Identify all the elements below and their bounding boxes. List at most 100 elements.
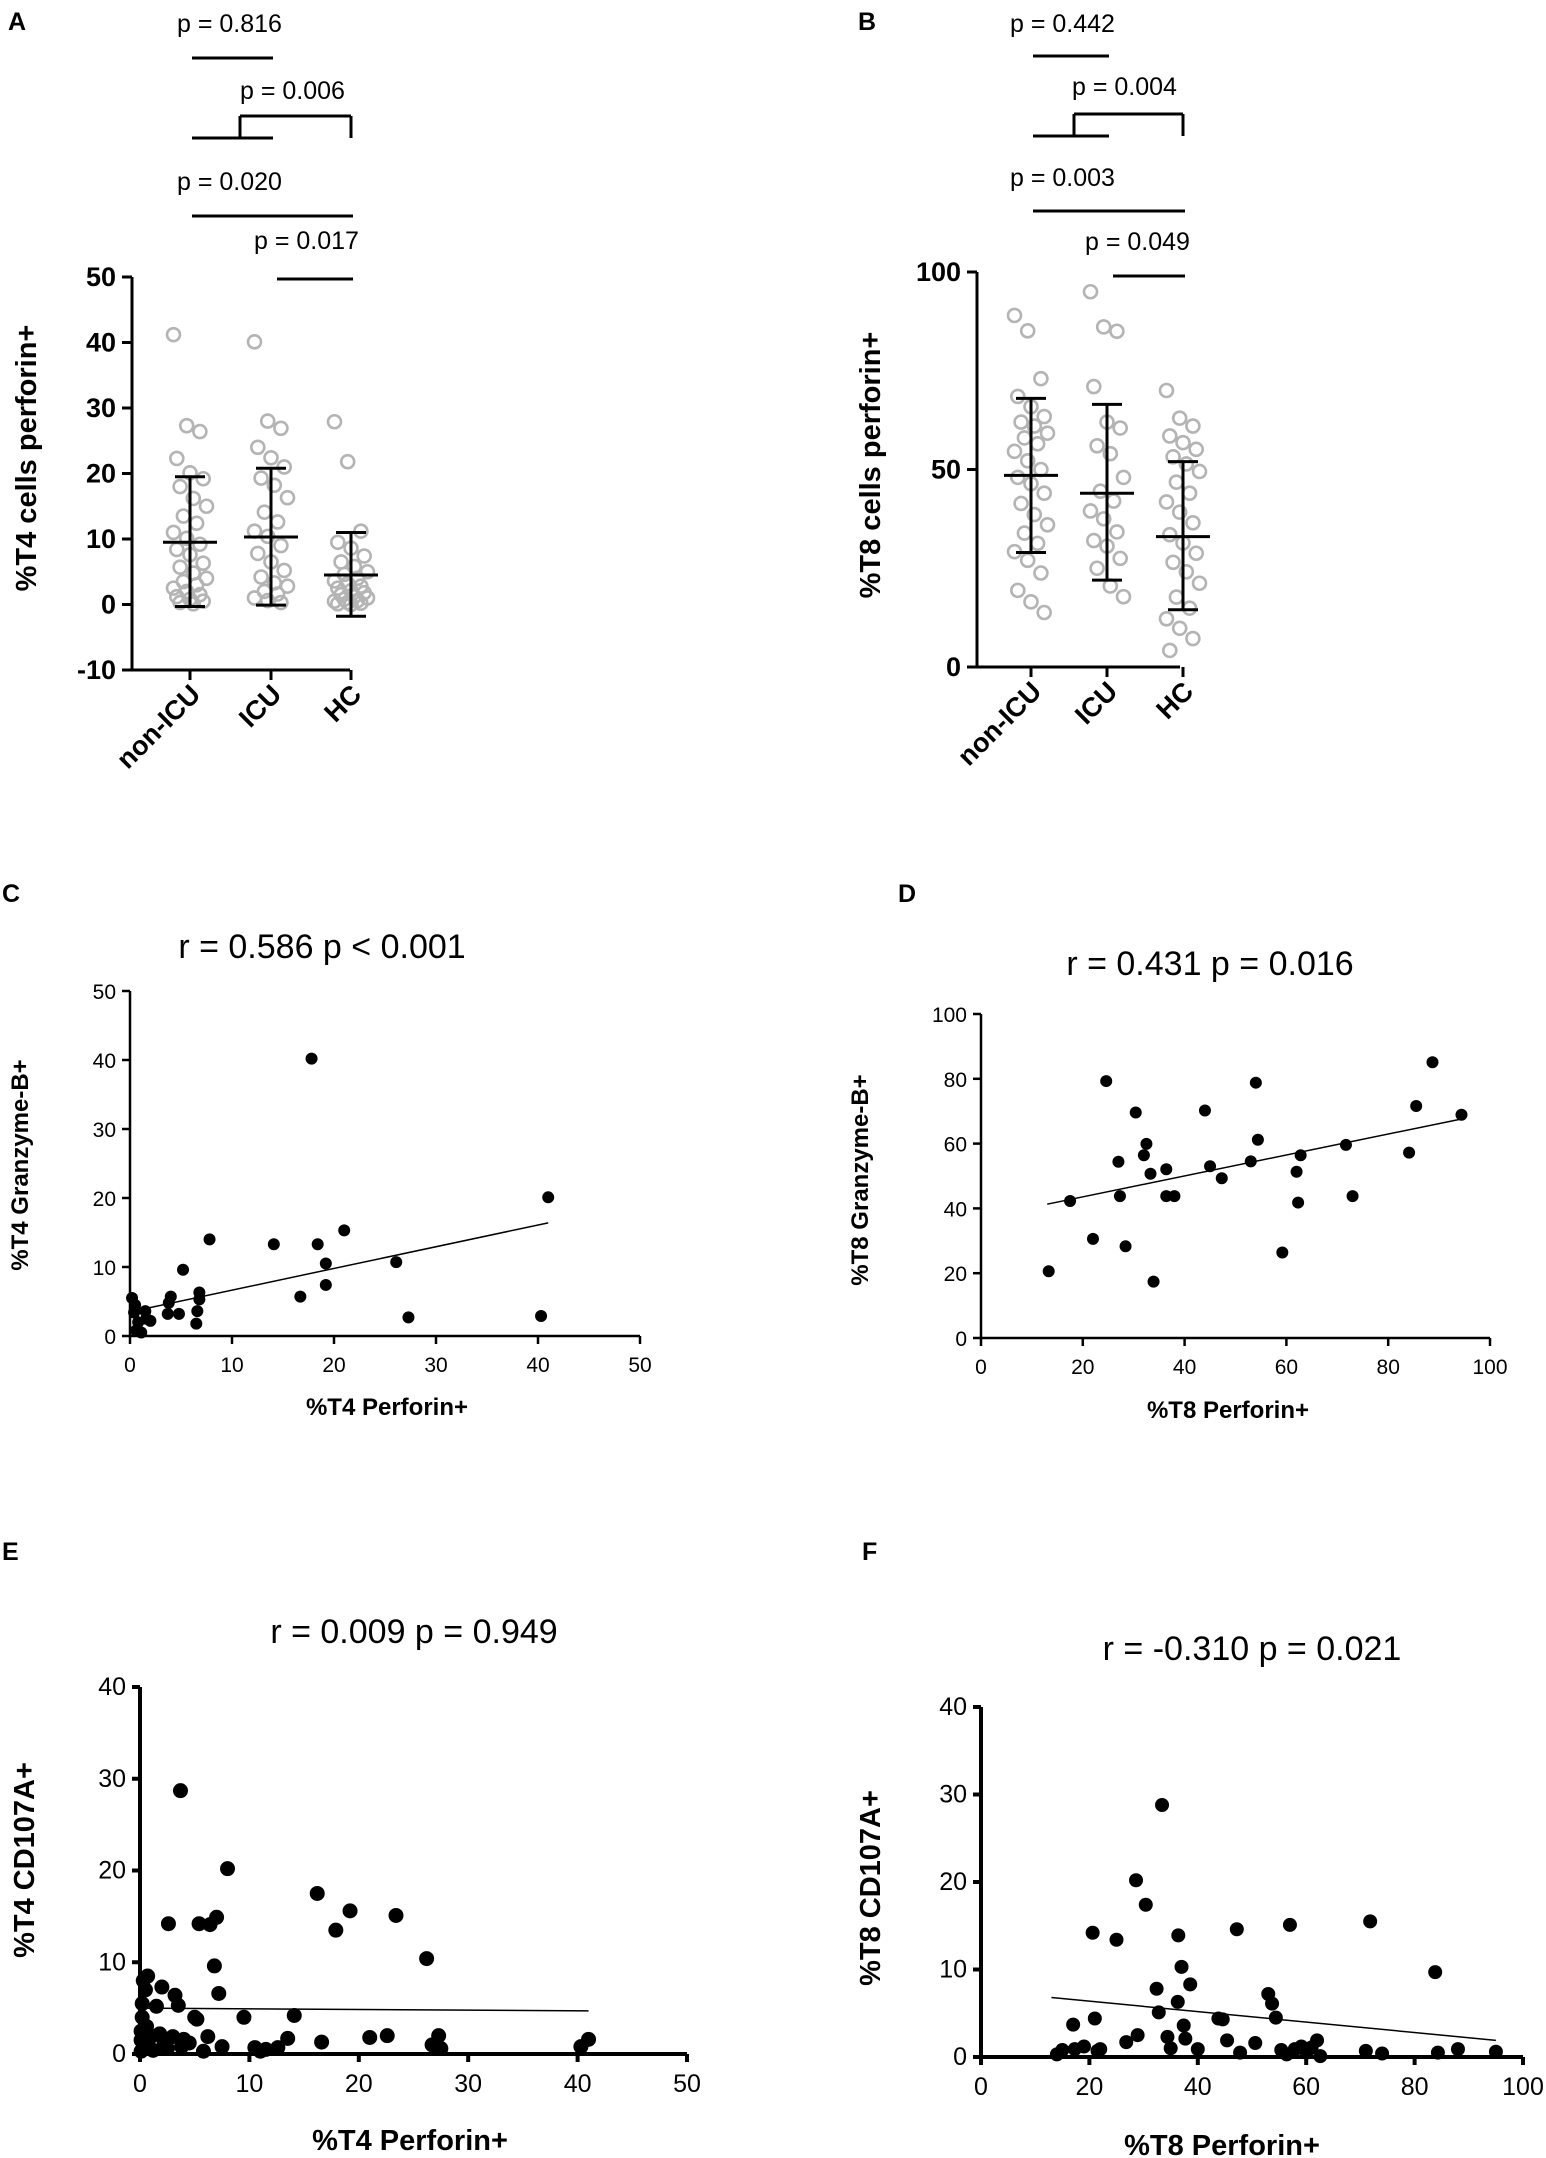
data-point	[169, 450, 185, 467]
data-point	[200, 2029, 216, 2045]
data-point	[1215, 1172, 1228, 1185]
y-tick-label: 40	[944, 1198, 967, 1221]
x-tick-label: 10	[235, 2070, 263, 2098]
plot-area: 0 10 20 30 40 50 0 10 20 30 40 50	[93, 981, 652, 1377]
data-point	[258, 2041, 274, 2057]
chart-title: r = -0.310 p = 0.021	[1103, 1630, 1402, 1668]
data-point	[1178, 564, 1195, 580]
data-point	[1033, 370, 1049, 387]
data-point	[1198, 1104, 1211, 1117]
data-point	[1176, 2018, 1191, 2033]
panel-label-f: F	[862, 1538, 877, 1566]
data-point	[1019, 552, 1036, 569]
y-tick-label: 50	[86, 262, 116, 292]
x-tick-label: 30	[424, 1354, 447, 1377]
y-axis-title: %T4 cells perforin+	[11, 325, 43, 592]
data-point	[1170, 1994, 1185, 2009]
data-point	[390, 1256, 403, 1269]
data-point	[1310, 2033, 1325, 2048]
data-point	[191, 1305, 204, 1318]
data-point	[1191, 575, 1208, 592]
data-point	[135, 1326, 148, 1339]
y-tick-label: 0	[101, 590, 116, 620]
data-point	[1220, 2033, 1235, 2048]
data-point	[1076, 2039, 1091, 2054]
panel-label-d: D	[898, 880, 916, 908]
data-point	[339, 453, 356, 470]
data-point	[263, 449, 279, 466]
data-point	[1109, 524, 1125, 540]
trend-line	[1051, 1996, 1496, 2042]
data-point	[1036, 408, 1052, 425]
data-point	[388, 1907, 404, 1923]
data-point	[1450, 2042, 1465, 2057]
x-tick-label: 40	[526, 1354, 549, 1377]
y-tick-label: 0	[112, 2040, 126, 2068]
y-tick-label: -10	[77, 655, 116, 685]
data-point	[1119, 2035, 1134, 2050]
data-point	[1082, 503, 1099, 519]
y-tick-label: 20	[93, 1188, 116, 1211]
panel-label-a: A	[8, 8, 26, 36]
data-point	[192, 536, 208, 553]
data-point	[1095, 511, 1112, 527]
x-tick-label: non-ICU	[111, 679, 206, 774]
y-tick-label: 50	[931, 455, 961, 485]
x-axis-title: %T4 Perforin+	[312, 2125, 508, 2157]
data-point	[1178, 2031, 1193, 2046]
data-point	[1016, 525, 1033, 541]
data-point	[1158, 494, 1175, 510]
x-tick-label: 0	[133, 2070, 147, 2098]
y-tick-label: 80	[944, 1069, 967, 1092]
data-point	[294, 1290, 307, 1303]
data-point	[1265, 1996, 1280, 2011]
data-point	[1149, 1981, 1164, 1996]
data-point	[1086, 378, 1102, 395]
x-tick-label: 30	[454, 2070, 482, 2098]
data-point	[1162, 526, 1178, 543]
data-point	[145, 2042, 161, 2058]
data-point	[1006, 307, 1023, 324]
x-tick-label: 0	[974, 2073, 988, 2101]
data-point	[1026, 506, 1043, 523]
x-tick-label: 40	[564, 2070, 592, 2098]
data-point	[165, 524, 182, 541]
data-point	[181, 2035, 197, 2051]
data-point	[1013, 495, 1029, 512]
data-point	[1403, 1146, 1416, 1159]
data-point	[356, 548, 373, 564]
panel-label-e: E	[2, 1538, 19, 1566]
data-point	[1183, 1977, 1198, 1992]
panel-label-c: C	[2, 880, 20, 908]
data-point	[1488, 2044, 1503, 2059]
data-point	[195, 2043, 211, 2059]
y-axis-title: %T4 Granzyme-B+	[7, 1059, 34, 1270]
data-point	[1105, 493, 1122, 509]
data-point	[1158, 382, 1175, 399]
data-point	[1019, 453, 1036, 469]
data-point	[246, 590, 263, 606]
data-point	[1276, 1246, 1289, 1259]
y-tick-label: 0	[104, 1326, 116, 1349]
data-point	[280, 2030, 296, 2046]
data-point	[329, 534, 346, 551]
y-tick-label: 0	[946, 652, 961, 682]
data-point	[160, 1916, 176, 1932]
data-point	[1033, 565, 1049, 581]
data-point	[137, 1982, 153, 1998]
data-point	[1363, 1914, 1378, 1929]
x-tick-label: 100	[1502, 2073, 1544, 2101]
data-point	[1029, 436, 1046, 452]
data-point	[189, 2011, 205, 2027]
data-point	[185, 490, 202, 507]
data-point	[342, 1903, 358, 1919]
data-point	[1426, 1056, 1439, 1069]
data-point	[1055, 2043, 1070, 2057]
x-tick-label: 20	[1071, 1356, 1094, 1379]
data-point	[1129, 1873, 1144, 1888]
panel-e: E r = 0.009 p = 0.949 %T4 CD107A+ %T4 Pe…	[2, 1538, 701, 2157]
data-point	[1113, 1190, 1126, 1203]
x-tick-label: ICU	[1069, 676, 1123, 730]
x-tick-label: 0	[975, 1356, 987, 1379]
y-tick-label: 0	[955, 1328, 967, 1351]
